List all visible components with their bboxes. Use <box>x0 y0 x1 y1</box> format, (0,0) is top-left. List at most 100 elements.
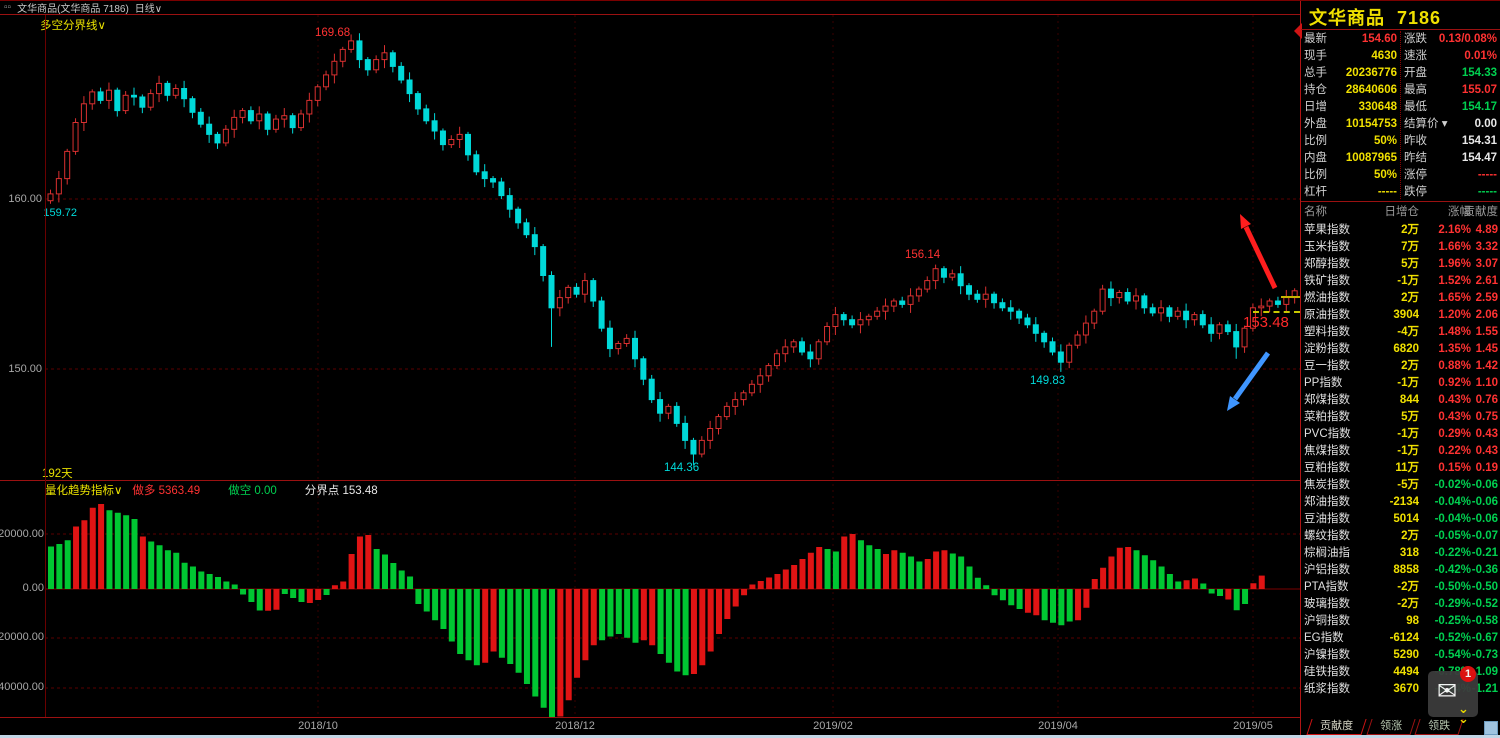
table-row[interactable]: 沪铝指数 8858 -0.42% -0.36 <box>1301 562 1500 579</box>
cell-position-change: 8858 <box>1393 564 1419 576</box>
hist-bar <box>231 584 238 589</box>
table-row[interactable]: 豆一指数 2万 0.88% 1.42 <box>1301 358 1500 375</box>
hist-bar <box>515 589 522 673</box>
quote-value: 154.31 <box>1461 135 1497 147</box>
table-row[interactable]: 铁矿指数 -1万 1.52% 2.61 <box>1301 273 1500 290</box>
double-chevron-down-icon[interactable]: ⌄ ⌄ <box>1458 701 1469 726</box>
cell-position-change: 5290 <box>1393 649 1419 661</box>
table-row[interactable]: 郑油指数 -2134 -0.04% -0.06 <box>1301 494 1500 511</box>
hist-bar <box>899 552 906 589</box>
tab-gainers[interactable]: 领涨 <box>1366 719 1416 735</box>
hist-bar <box>423 589 430 612</box>
hist-bar <box>924 559 931 589</box>
cell-contribution: -0.36 <box>1471 564 1498 576</box>
cell-contribution: 1.45 <box>1475 343 1498 355</box>
table-row[interactable]: PVC指数 -1万 0.29% 0.43 <box>1301 426 1500 443</box>
table-row[interactable]: 焦煤指数 -1万 0.22% 0.43 <box>1301 443 1500 460</box>
table-row[interactable]: PTA指数 -2万 -0.50% -0.50 <box>1301 579 1500 596</box>
hist-bar <box>791 565 798 589</box>
cell-name: 郑煤指数 <box>1304 394 1350 406</box>
table-row[interactable]: 淀粉指数 6820 1.35% 1.45 <box>1301 341 1500 358</box>
cell-change-pct: -0.22% <box>1434 547 1471 559</box>
table-row[interactable]: 郑醇指数 5万 1.96% 3.07 <box>1301 256 1500 273</box>
histogram-chart[interactable] <box>45 484 1300 717</box>
mail-notification[interactable]: ✉ 1 <box>1428 666 1478 717</box>
table-row[interactable]: PP指数 -1万 0.92% 1.10 <box>1301 375 1500 392</box>
cell-change-pct: -0.52% <box>1434 632 1471 644</box>
hist-bar <box>181 562 188 589</box>
table-row[interactable]: 苹果指数 2万 2.16% 4.89 <box>1301 222 1500 239</box>
hist-bar <box>1175 581 1182 589</box>
bottom-axis-divider <box>0 717 1300 718</box>
table-row[interactable]: 玉米指数 7万 1.66% 3.32 <box>1301 239 1500 256</box>
quote-label: 昨结 <box>1404 152 1427 164</box>
quote-label: 跌停 <box>1404 186 1427 198</box>
hist-bar <box>941 550 948 589</box>
cell-position-change: -6124 <box>1389 632 1419 644</box>
cell-name: EG指数 <box>1304 632 1344 644</box>
hist-bar <box>498 589 505 658</box>
tab-contribution[interactable]: 贡献度 <box>1306 719 1367 735</box>
cell-position-change: 11万 <box>1395 462 1419 474</box>
settlement-dropdown[interactable]: 结算价 ▾ <box>1404 118 1448 130</box>
chevron-down-icon: ∨ <box>114 485 123 497</box>
hist-bar <box>139 536 146 589</box>
table-row[interactable]: 焦炭指数 -5万 -0.02% -0.06 <box>1301 477 1500 494</box>
overlay-indicator-selector[interactable]: 多空分界线∨ <box>40 20 106 32</box>
hist-bar <box>1183 580 1190 589</box>
resize-corner[interactable] <box>1484 721 1498 735</box>
hist-bar <box>306 589 313 603</box>
table-row[interactable]: 原油指数 3904 1.20% 2.06 <box>1301 307 1500 324</box>
cell-change-pct: -0.50% <box>1434 581 1471 593</box>
hist-bar <box>1133 550 1140 589</box>
table-row[interactable]: 菜粕指数 5万 0.43% 0.75 <box>1301 409 1500 426</box>
table-row[interactable]: 棕榈油指 318 -0.22% -0.21 <box>1301 545 1500 562</box>
table-row[interactable]: 塑料指数 -4万 1.48% 1.55 <box>1301 324 1500 341</box>
quote-label: 外盘 <box>1304 118 1327 130</box>
table-row[interactable]: 沪镍指数 5290 -0.54% -0.73 <box>1301 647 1500 664</box>
hist-bar <box>690 589 697 674</box>
cell-position-change: 318 <box>1399 547 1419 559</box>
instrument-title: 文华商品 7186 <box>1309 8 1442 28</box>
table-row[interactable]: 玻璃指数 -2万 -0.29% -0.52 <box>1301 596 1500 613</box>
indicator-selector[interactable]: 量化趋势指标∨ <box>45 485 123 497</box>
cell-position-change: 5万 <box>1401 411 1419 423</box>
table-row[interactable]: 郑煤指数 844 0.43% 0.76 <box>1301 392 1500 409</box>
quote-value: 10087965 <box>1345 152 1397 164</box>
cell-change-pct: 1.35% <box>1438 343 1471 355</box>
period-selector[interactable]: 日线∨ <box>134 4 163 15</box>
hist-bar <box>473 589 480 666</box>
cell-contribution: -0.58 <box>1471 615 1498 627</box>
hist-bar <box>348 554 355 589</box>
quote-value: ----- <box>1477 186 1497 198</box>
window-icon[interactable]: ▫▫ <box>4 2 12 13</box>
hist-bar <box>824 549 831 589</box>
table-row[interactable]: EG指数 -6124 -0.52% -0.67 <box>1301 630 1500 647</box>
cell-name: 沪铜指数 <box>1304 615 1350 627</box>
left-plot-border <box>45 15 46 717</box>
cell-position-change: 2万 <box>1401 292 1419 304</box>
hist-bar <box>265 589 272 611</box>
hist-bar <box>874 549 881 589</box>
table-row[interactable]: 沪铜指数 98 -0.25% -0.58 <box>1301 613 1500 630</box>
cell-name: 苹果指数 <box>1304 224 1350 236</box>
candlestick-chart[interactable] <box>45 15 1300 481</box>
cell-name: 菜粕指数 <box>1304 411 1350 423</box>
cell-position-change: 98 <box>1406 615 1419 627</box>
cell-change-pct: -0.42% <box>1434 564 1471 576</box>
quote-row: 现手 4630 速涨 0.01% <box>1301 48 1500 65</box>
table-row[interactable]: 豆油指数 5014 -0.04% -0.06 <box>1301 511 1500 528</box>
quote-label: 涨停 <box>1404 169 1427 181</box>
hist-bar <box>1024 589 1031 613</box>
tab-losers[interactable]: 领跌 <box>1414 719 1464 735</box>
table-row[interactable]: 螺纹指数 2万 -0.05% -0.07 <box>1301 528 1500 545</box>
cell-change-pct: -0.54% <box>1434 649 1471 661</box>
table-row[interactable]: 豆粕指数 11万 0.15% 0.19 <box>1301 460 1500 477</box>
quote-label: 内盘 <box>1304 152 1327 164</box>
table-row[interactable]: 燃油指数 2万 1.65% 2.59 <box>1301 290 1500 307</box>
panel-collapse-handle-icon[interactable] <box>1294 23 1302 39</box>
hist-bar <box>1050 589 1056 623</box>
hist-bar <box>540 589 547 708</box>
hist-bar <box>782 569 789 589</box>
hist-bar <box>1217 589 1223 596</box>
